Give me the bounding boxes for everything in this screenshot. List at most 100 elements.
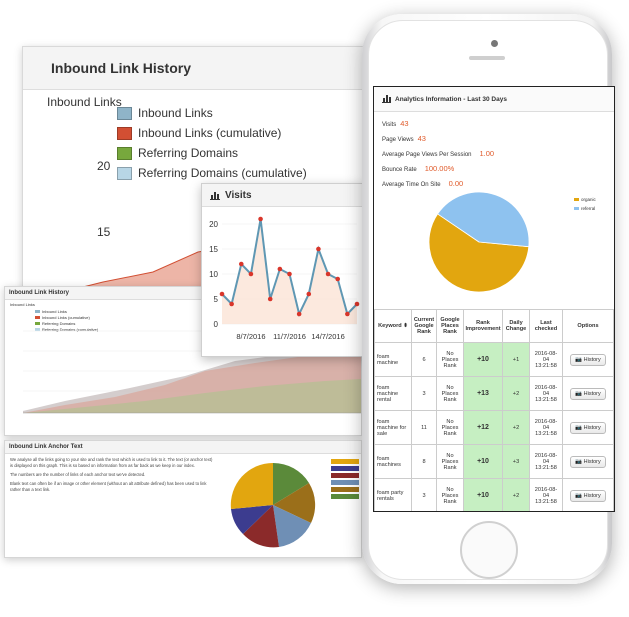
y-tick-label: 20 <box>209 220 218 229</box>
analytics-header: Analytics Information - Last 30 Days <box>374 87 614 112</box>
last-checked-cell: 2016-08-04 13:21:58 <box>529 478 563 511</box>
visits-point <box>277 266 283 272</box>
history-button[interactable]: 📷 History <box>570 387 606 400</box>
keyword-cell: foam party rentals <box>374 478 412 511</box>
legend-label: Inbound Links (cumulative) <box>138 126 282 140</box>
visits-point <box>219 291 225 297</box>
history-button[interactable]: 📷 History <box>570 353 606 366</box>
referring-area <box>23 379 361 413</box>
legend-item[interactable]: Referring Domains <box>35 321 98 327</box>
legend-label: Inbound Links (cumulative) <box>42 315 90 320</box>
table-row: foam party rentals 3 No Places Rank +10 … <box>374 478 614 511</box>
x-tick-label: 11/7/2016 <box>273 332 306 341</box>
column-header[interactable]: Google Places Rank <box>436 309 464 343</box>
legend-item[interactable]: referral <box>574 204 596 213</box>
bar-chart-icon <box>382 95 391 103</box>
stat-avg-time: Average Time On Site 0.00 <box>382 179 463 188</box>
history-button-label: History <box>583 492 601 499</box>
y-tick-label: 5 <box>214 295 219 304</box>
rank-cell: 3 <box>411 376 437 411</box>
visits-point <box>229 301 234 307</box>
stat-bounce-rate: Bounce Rate 100.00% <box>382 164 454 173</box>
column-header[interactable]: Rank Improvement <box>463 309 503 343</box>
rank-cell: 8 <box>411 444 437 479</box>
places-cell: No Places Rank <box>436 410 464 445</box>
column-header: Options <box>562 309 614 343</box>
stat-value: 43 <box>417 134 426 143</box>
history-button-label: History <box>583 424 601 431</box>
pie-slice <box>243 505 279 548</box>
last-checked-cell: 2016-08-04 13:21:58 <box>529 410 563 445</box>
anchor-legend <box>331 459 359 501</box>
anchor-description: We analyse all the links going to your s… <box>10 457 215 496</box>
last-checked-cell: 2016-08-04 13:21:58 <box>529 444 563 479</box>
legend-item[interactable]: Inbound Links <box>117 103 307 123</box>
legend-label: Referring Domains <box>138 146 239 160</box>
legend-label: Referring Domains (cumulative) <box>138 166 307 180</box>
legend-item[interactable]: Inbound Links (cumulative) <box>117 123 307 143</box>
history-button[interactable]: 📷 History <box>570 455 606 468</box>
visits-line-chart: 0 5 10 15 20 8/7/2016 11/7/2016 14/7/2016 <box>209 216 360 341</box>
daily-change-cell: +2 <box>502 478 530 511</box>
stat-label: Page Views <box>382 137 414 143</box>
column-header[interactable]: Keyword ⬍ <box>374 309 412 343</box>
anchor-text-panel: Inbound Link Anchor Text We analyse all … <box>4 440 362 558</box>
visits-point <box>335 276 341 282</box>
legend-swatch <box>117 106 132 120</box>
stat-label: Visits <box>382 122 397 128</box>
chart-legend: Inbound Links Inbound Links (cumulative)… <box>117 103 307 183</box>
analytics-pie-chart <box>428 191 530 293</box>
keyword-cell: foam machines <box>374 444 412 479</box>
rank-cell: 11 <box>411 410 437 445</box>
pie-slice <box>273 462 309 505</box>
stat-value: 100.00% <box>424 164 455 173</box>
visits-point <box>345 311 350 317</box>
description-paragraph: Blank text can often be if an image or o… <box>10 481 207 492</box>
legend-label: organic <box>581 197 596 202</box>
legend-item[interactable]: Referring Domains (cumulative) <box>35 327 98 333</box>
visits-point <box>287 271 292 277</box>
legend-swatch <box>331 494 359 499</box>
visits-point <box>306 291 312 297</box>
legend-item[interactable]: Inbound Links (cumulative) <box>35 315 98 321</box>
visits-point <box>267 296 273 302</box>
legend-item[interactable]: Referring Domains <box>117 143 307 163</box>
legend-label: Inbound Links <box>42 309 67 314</box>
y-tick-label: 0 <box>214 320 219 329</box>
analytics-title: Analytics Information - Last 30 Days <box>395 95 507 103</box>
phone-screen: Analytics Information - Last 30 Days Vis… <box>373 86 615 512</box>
legend-item[interactable]: organic <box>574 195 596 204</box>
keywords-table: Keyword ⬍ Current Google Rank Google Pla… <box>374 309 614 511</box>
history-button-label: History <box>583 356 601 363</box>
table-row: foam machine for sale 11 No Places Rank … <box>374 410 614 445</box>
legend-swatch <box>331 459 359 464</box>
pie-slice-organic <box>428 213 530 293</box>
column-header[interactable]: Last checked <box>529 309 563 343</box>
camera-icon: 📷 <box>575 492 583 499</box>
pie-legend: organic referral <box>574 195 596 213</box>
card-header: Visits <box>202 184 364 207</box>
description-paragraph: We analyse all the links going to your s… <box>10 457 213 468</box>
panel-title: Inbound Link Anchor Text <box>5 441 361 454</box>
legend-item[interactable]: Inbound Links <box>35 309 98 315</box>
card-title: Visits <box>225 189 252 201</box>
home-button[interactable] <box>460 521 518 579</box>
stat-label: Average Page Views Per Session <box>382 152 472 158</box>
table-row: foam machine 6 No Places Rank +10 +1 201… <box>374 342 614 377</box>
column-header[interactable]: Current Google Rank <box>411 309 437 343</box>
pie-slice <box>230 462 273 509</box>
stat-value: 0.00 <box>448 179 464 188</box>
improvement-cell: +10 <box>463 444 503 479</box>
options-cell: 📷 History <box>562 376 614 411</box>
history-button[interactable]: 📷 History <box>570 489 606 502</box>
legend-item[interactable]: Referring Domains (cumulative) <box>117 163 307 183</box>
column-header[interactable]: Daily Change <box>502 309 530 343</box>
legend-swatch <box>117 126 132 140</box>
history-button[interactable]: 📷 History <box>570 421 606 434</box>
places-cell: No Places Rank <box>436 478 464 511</box>
history-button-label: History <box>583 458 601 465</box>
keyword-cell: foam machine rental <box>374 376 412 411</box>
x-tick-label: 8/7/2016 <box>236 332 265 341</box>
daily-change-cell: +1 <box>502 342 530 377</box>
options-cell: 📷 History <box>562 342 614 377</box>
